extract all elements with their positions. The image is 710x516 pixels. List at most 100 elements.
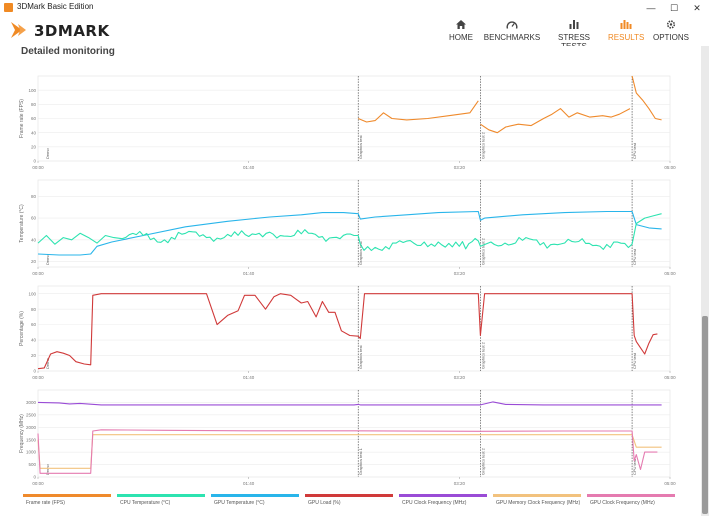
- y-tick-label: 80: [31, 194, 37, 199]
- x-tick-label: 01:40: [243, 375, 255, 380]
- section-marker-label: Graphics test: [358, 241, 363, 265]
- y-axis-label: Frequency (MHz): [19, 414, 25, 453]
- chart-svg: 0 500 1000 1500 2000 2500 3000 00:00 01:40 03:20 0…: [19, 389, 676, 486]
- section-marker-label: Demo: [45, 254, 50, 265]
- series-line: [37, 434, 662, 469]
- x-tick-label: 01:40: [243, 165, 255, 170]
- series-line: [37, 401, 662, 406]
- legend-label: GPU Clock Frequency (MHz): [590, 500, 655, 506]
- series-line: [631, 75, 662, 121]
- home-icon: [456, 20, 466, 29]
- legend-swatch: [211, 494, 299, 497]
- y-tick-label: 0: [33, 475, 36, 480]
- y-tick-label: 80: [31, 307, 37, 312]
- y-tick-label: 2500: [26, 412, 37, 417]
- x-tick-label: 01:40: [243, 481, 255, 486]
- section-marker-label: CPU test: [632, 142, 637, 159]
- y-tick-label: 0: [33, 159, 36, 164]
- section-marker-label: Demo: [45, 148, 50, 159]
- x-tick-label: 05:00: [664, 481, 676, 486]
- y-axis-label: Percentage (%): [19, 311, 25, 346]
- legend-label: CPU Temperature (°C): [120, 500, 171, 506]
- x-tick-label: 00:00: [32, 271, 44, 276]
- y-tick-label: 40: [31, 130, 37, 135]
- x-tick-label: 05:00: [664, 375, 676, 380]
- y-axis-label: Temperature (°C): [19, 204, 25, 243]
- y-tick-label: 100: [28, 291, 36, 296]
- nav-results[interactable]: RESULTS: [608, 18, 644, 46]
- legend-label: CPU Clock Frequency (MHz): [402, 500, 467, 506]
- y-tick-label: 60: [31, 116, 37, 121]
- app-icon: [4, 3, 13, 12]
- y-tick-label: 20: [31, 353, 37, 358]
- legend-label: GPU Memory Clock Frequency (MHz): [496, 500, 581, 506]
- nav-options-label: OPTIONS: [652, 33, 689, 42]
- scrollbar-thumb[interactable]: [702, 316, 708, 514]
- results-icon: [620, 20, 632, 29]
- x-tick-label: 00:00: [32, 375, 44, 380]
- chart-legend: Frame rate (FPS) CPU Temperature (°C) GPU …: [23, 494, 683, 514]
- series-line: [357, 100, 479, 123]
- plot-area: [37, 179, 671, 268]
- frame-rate-chart: 0 20 40 60 80 100 00:00 01:40 03:20 05:00 Frame ra…: [14, 70, 686, 174]
- x-tick-label: 01:40: [243, 271, 255, 276]
- nav-stress-tests[interactable]: STRESS TESTS: [546, 18, 602, 51]
- section-marker-label: Graphics test 2: [480, 237, 485, 265]
- x-tick-label: 03:20: [454, 271, 466, 276]
- gear-icon: [666, 20, 676, 29]
- series-line: [37, 213, 662, 252]
- legend-label: GPU Temperature (°C): [214, 500, 265, 506]
- x-tick-label: 03:20: [454, 165, 466, 170]
- chart-svg: 0 20 40 60 80 100 00:00 01:40 03:20 05:00 Percenta…: [19, 285, 676, 380]
- y-tick-label: 500: [28, 462, 36, 467]
- legend-swatch: [305, 494, 393, 497]
- bar-chart-icon: [569, 20, 579, 29]
- section-marker-label: Demo: [45, 358, 50, 369]
- legend-swatch: [399, 494, 487, 497]
- x-tick-label: 05:00: [664, 165, 676, 170]
- y-tick-label: 60: [31, 322, 37, 327]
- logo-text: 3DMARK: [34, 22, 110, 40]
- section-marker-label: CPU test: [632, 248, 637, 265]
- gauge-icon: [506, 21, 518, 29]
- section-marker-label: Graphics test 2: [480, 131, 485, 159]
- plot-area: [37, 285, 671, 372]
- app-header: 3DMARK HOME BENCHMARKS STRESS TESTS RESU…: [0, 16, 710, 51]
- section-marker-label: Graphics test: [358, 135, 363, 159]
- maximize-button[interactable]: ☐: [669, 3, 679, 13]
- y-tick-label: 0: [33, 369, 36, 374]
- chart-svg: 0 20 40 60 80 100 00:00 01:40 03:20 05:00 Frame ra…: [19, 75, 676, 170]
- nav-benchmarks[interactable]: BENCHMARKS: [483, 18, 541, 46]
- series-line: [37, 429, 658, 474]
- nav-benchmarks-label: BENCHMARKS: [483, 33, 541, 42]
- nav-results-label: RESULTS: [608, 33, 645, 42]
- y-tick-label: 20: [31, 259, 37, 264]
- nav-home-label: HOME: [449, 33, 473, 42]
- legend-swatch: [23, 494, 111, 497]
- x-tick-label: 00:00: [32, 165, 44, 170]
- frequency-chart: 0 500 1000 1500 2000 2500 3000 00:00 01:40 03:20 0…: [14, 384, 686, 490]
- temperature-chart: 20 40 60 80 00:00 01:40 03:20 05:00 Temperature …: [14, 174, 686, 280]
- y-tick-label: 40: [31, 338, 37, 343]
- legend-label: Frame rate (FPS): [26, 500, 65, 506]
- y-tick-label: 100: [28, 88, 36, 93]
- close-button[interactable]: ✕: [693, 3, 701, 13]
- y-tick-label: 80: [31, 102, 37, 107]
- legend-label: GPU Load (%): [308, 500, 341, 506]
- minimize-button[interactable]: —: [646, 3, 656, 13]
- section-marker-label: Graphics test 1: [358, 447, 363, 475]
- y-tick-label: 2000: [26, 425, 37, 430]
- nav-home[interactable]: HOME: [447, 18, 475, 46]
- nav-options[interactable]: OPTIONS: [651, 18, 691, 46]
- x-tick-label: 00:00: [32, 481, 44, 486]
- percentage-chart: 0 20 40 60 80 100 00:00 01:40 03:20 05:00 Percenta…: [14, 280, 686, 384]
- section-marker-label: Graphics test: [358, 345, 363, 369]
- y-tick-label: 1000: [26, 450, 37, 455]
- chart-svg: 20 40 60 80 00:00 01:40 03:20 05:00 Temperature …: [19, 179, 676, 276]
- window-title: 3DMark Basic Edition: [17, 2, 94, 11]
- x-tick-label: 05:00: [664, 271, 676, 276]
- y-axis-label: Frame rate (FPS): [19, 99, 25, 138]
- scrollbar-track[interactable]: [701, 46, 709, 516]
- logo-mark-icon: [11, 22, 26, 38]
- results-content: Detailed monitoring 0 20 40 60 80 100 00:00 01:…: [0, 46, 710, 516]
